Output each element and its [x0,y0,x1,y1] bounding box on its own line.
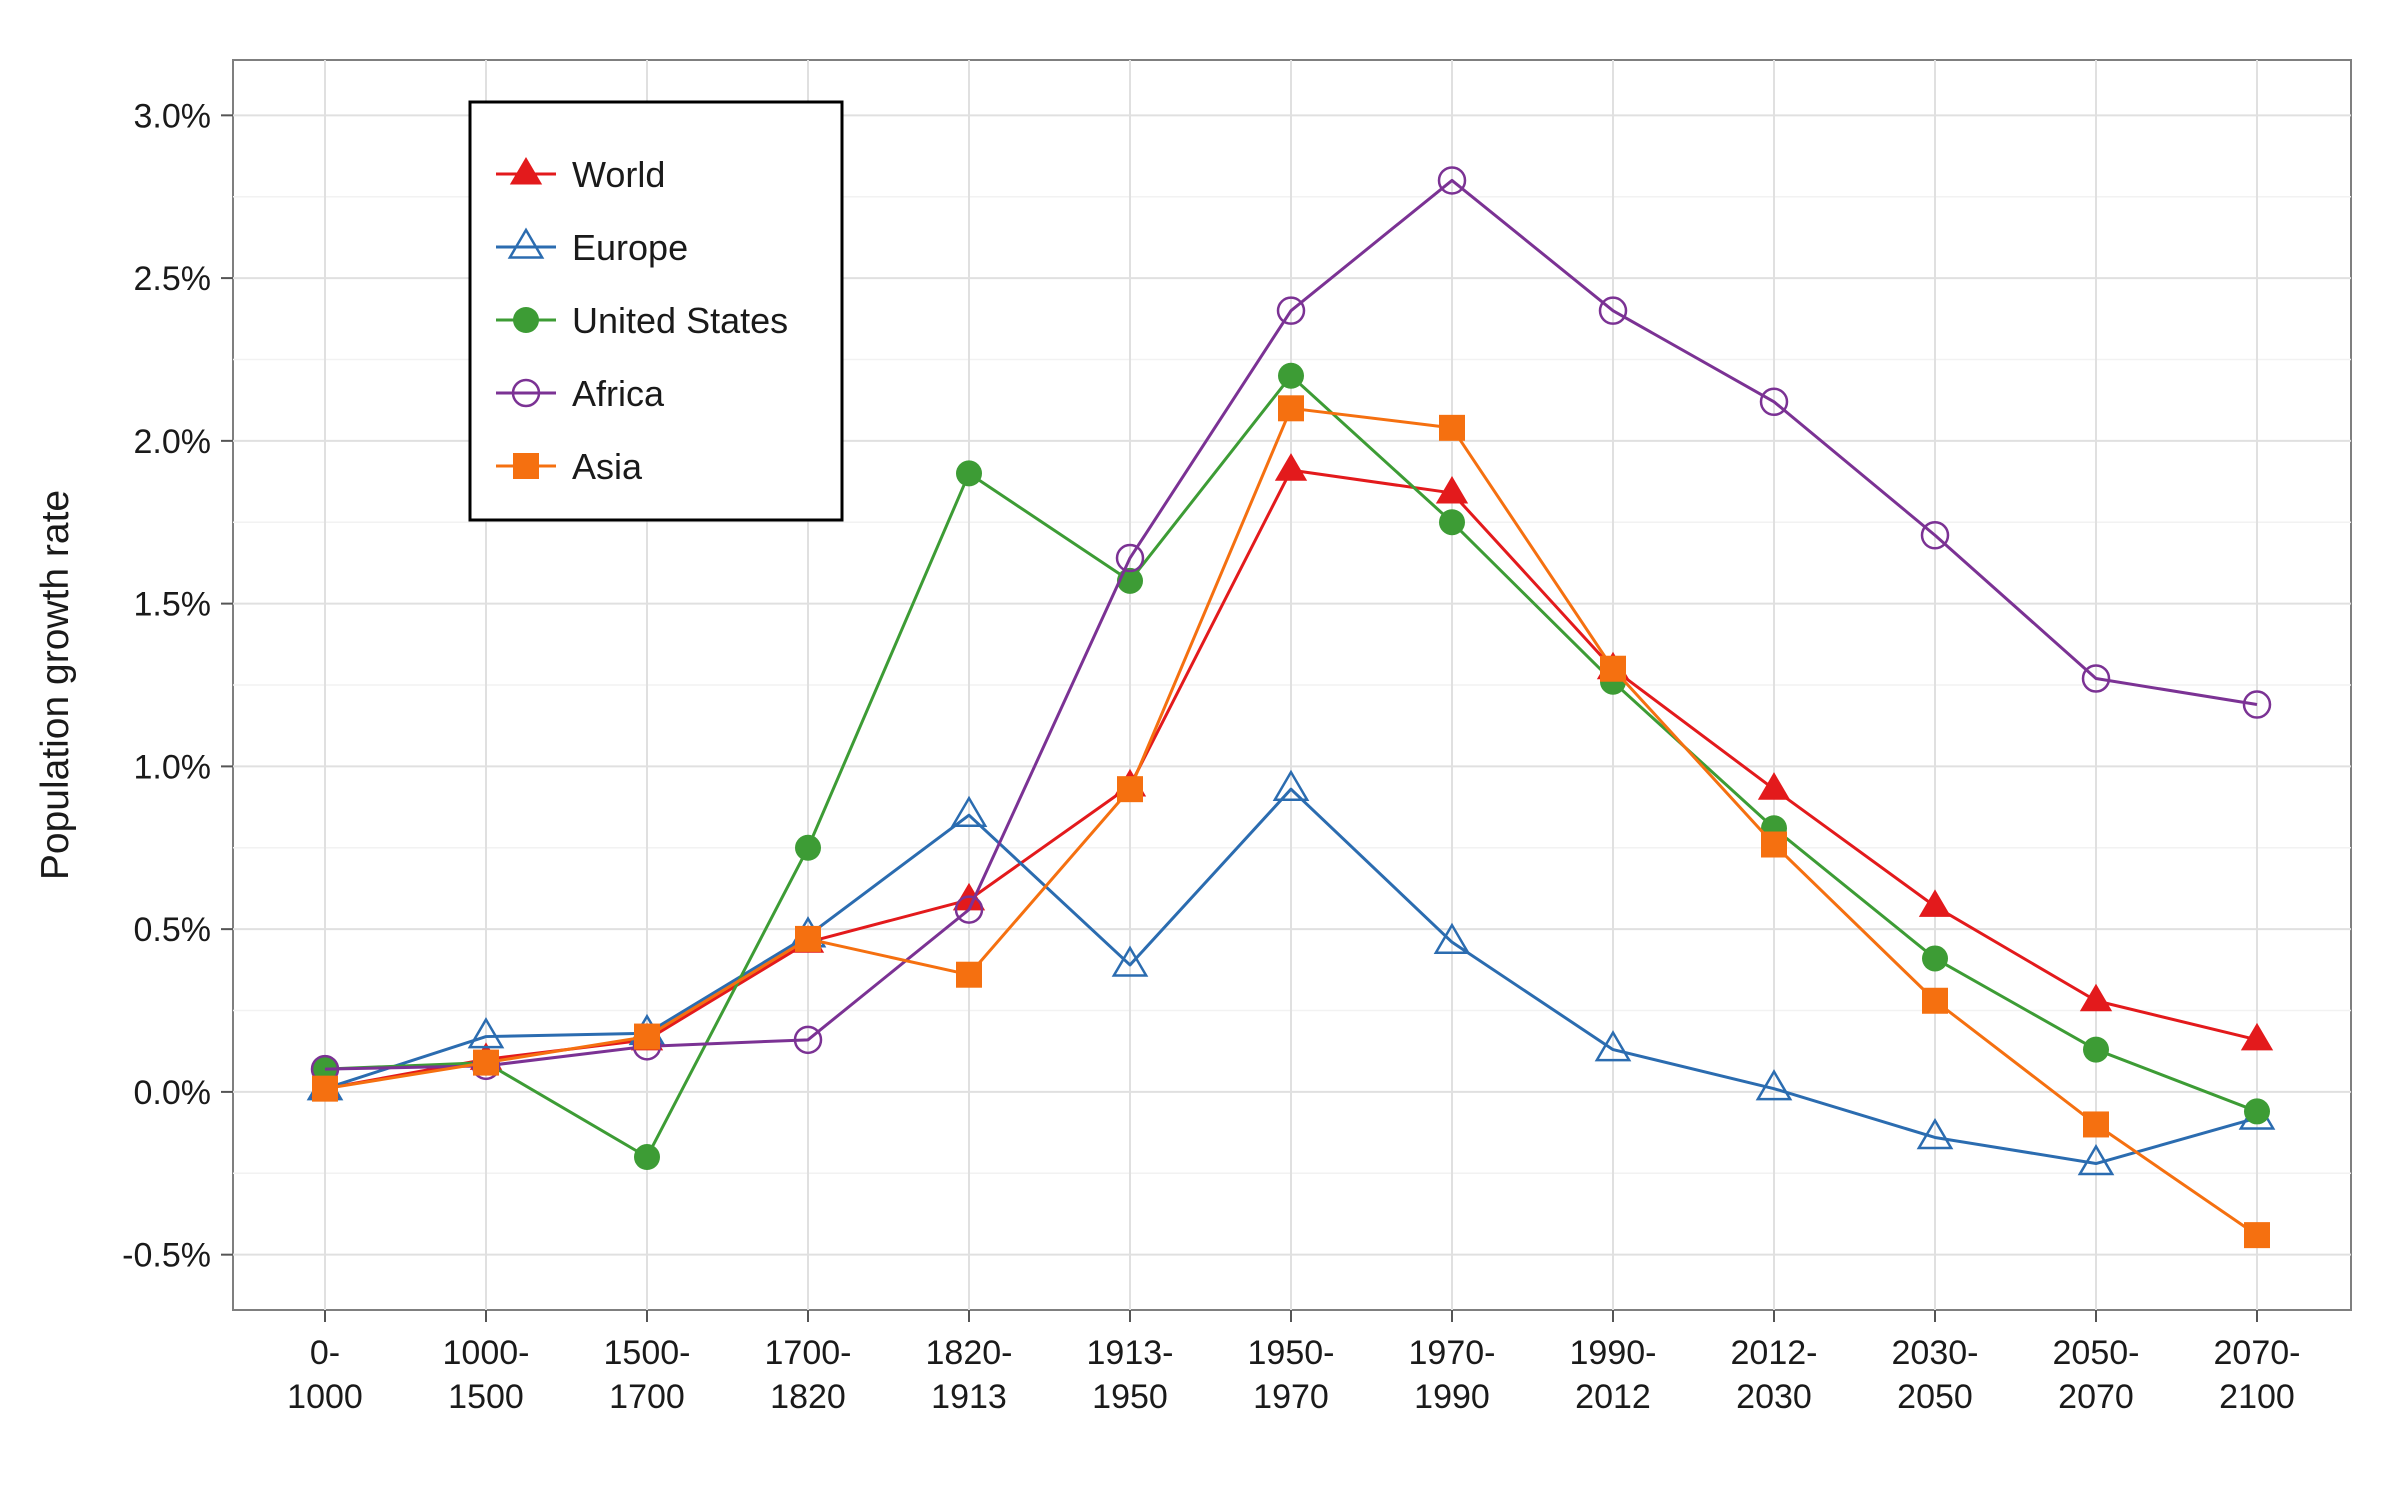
x-tick-label: 2012-2030 [1731,1334,1818,1416]
y-tick-label: 3.0% [134,97,212,135]
x-tick-label: 1500-1700 [604,1334,691,1416]
world-point [1757,772,1791,800]
europe-point [1916,1118,1954,1150]
africa-point [2081,664,2111,693]
africa-point [1276,296,1306,325]
legend-label: World [572,154,665,195]
legend-marker [507,227,545,259]
x-tick-label: 1000-1500 [443,1334,530,1416]
asia-point [1439,414,1465,441]
united-states-point [1278,362,1304,389]
africa-point [793,1025,823,1055]
united-states-point [1922,945,1948,972]
africa-point [1598,296,1628,325]
series-lines [306,166,2276,1249]
europe-point [1272,769,1310,801]
y-tick-label: 1.5% [134,586,212,624]
x-tick-label: 1950-1970 [1248,1334,1335,1416]
asia-point [1278,395,1304,422]
europe-point [1594,1030,1632,1062]
legend-item-asia: Asia [496,446,643,487]
united-states-point [2244,1098,2270,1125]
europe-point [467,1017,505,1049]
asia-point [473,1049,499,1076]
y-tick-label: 2.5% [134,260,212,298]
africa-point [1759,387,1789,417]
europe-point [1433,922,1471,954]
world-point [2079,983,2113,1012]
legend-marker [511,378,541,408]
europe-point [1755,1069,1793,1101]
asia-point [312,1075,338,1102]
united-states-point [634,1144,660,1171]
asia-point [1600,655,1626,682]
x-tick-label: 1970-1990 [1409,1334,1496,1416]
x-tick-label: 1913-1950 [1087,1334,1174,1416]
legend-item-europe: Europe [496,227,688,268]
asia-point [1117,776,1143,803]
united-states-point [2083,1036,2109,1063]
y-tick-label: 0.5% [134,911,212,949]
legend-label: United States [572,300,788,341]
legend-marker [513,307,539,333]
legend-label: Africa [572,373,665,414]
asia-point [1761,831,1787,858]
europe-point [950,795,988,827]
world-point [1435,475,1469,504]
africa-point [1437,166,1467,195]
asia-point [956,961,982,988]
series-asia [312,395,2270,1249]
x-tick-label: 1990-2012 [1570,1334,1657,1416]
legend-marker [513,453,539,479]
world-point [2240,1022,2274,1051]
asia-point [2083,1111,2109,1138]
world-point [1918,889,1952,917]
legend-label: Europe [572,227,688,268]
y-tick-label: -0.5% [122,1237,211,1275]
world-point [1274,453,1308,481]
legend-label: Asia [572,446,643,487]
axes: -0.5% 0.0% 0.5% 1.0% 1.5% 2.0% 2.5% 3.0% 0-1000 1… [122,97,2300,1416]
legend-marker [509,157,543,185]
asia-point [634,1023,660,1050]
x-tick-label: 2030-2050 [1892,1334,1979,1416]
legend-item-africa: Africa [496,373,665,414]
asia-point [2244,1222,2270,1249]
x-tick-label: 1700-1820 [765,1334,852,1416]
africa-point [1115,543,1145,573]
africa-point [2242,690,2272,719]
y-tick-label: 1.0% [134,748,212,786]
europe-point [2077,1144,2115,1176]
x-tick-label: 0-1000 [287,1334,363,1416]
asia-point [795,925,821,952]
united-states-point [956,460,982,487]
y-tick-label: 0.0% [134,1074,212,1112]
europe-point [1111,945,1149,977]
legend: World Europe United States Africa Asia [468,100,844,522]
asia-point [1922,987,1948,1014]
africa-point [1920,521,1950,550]
legend-item-united-states: United States [496,300,788,341]
x-tick-label: 1820-1913 [926,1334,1013,1416]
x-tick-label: 2050-2070 [2053,1334,2140,1416]
y-tick-label: 2.0% [134,423,212,461]
legend-item-world: World [496,154,665,195]
africa-point [954,895,984,924]
y-axis-label: Population growth rate [34,490,77,880]
united-states-point [795,834,821,861]
x-tick-label: 2070-2100 [2214,1334,2301,1416]
united-states-point [1439,509,1465,536]
